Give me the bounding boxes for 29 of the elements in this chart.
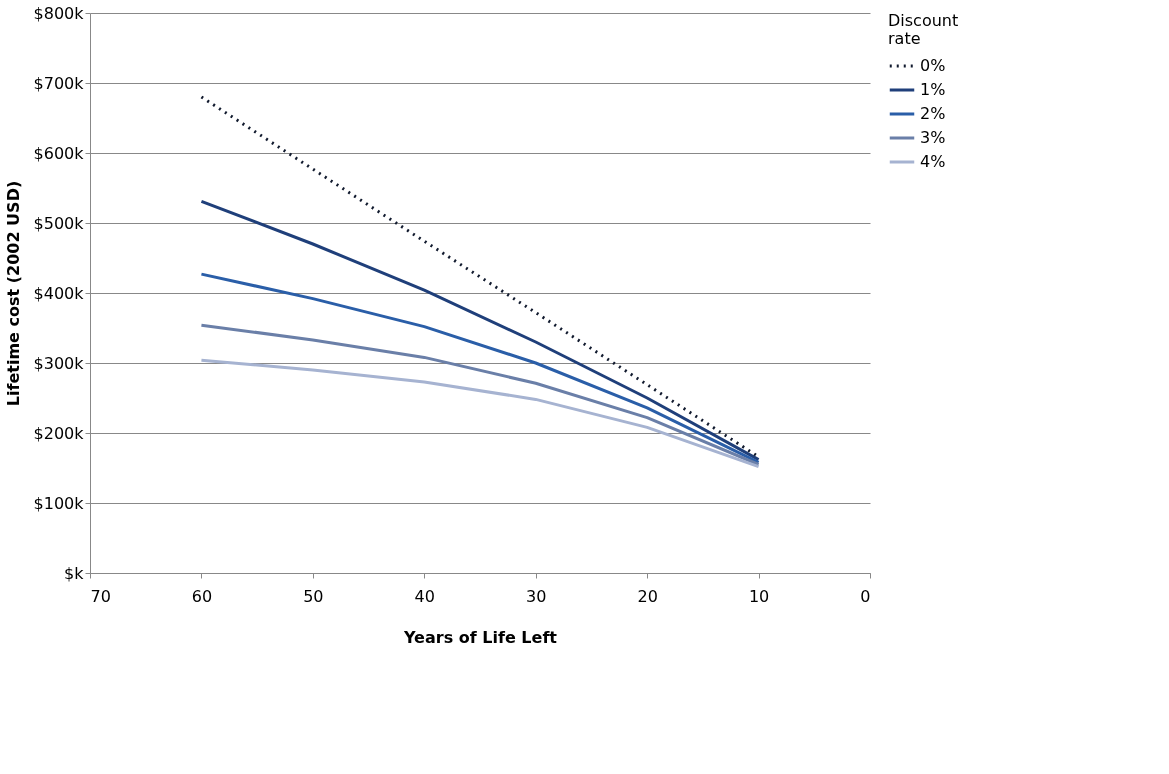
line-series bbox=[199, 323, 761, 466]
legend-label: 0% bbox=[920, 56, 946, 75]
y-tick-label: $k bbox=[64, 563, 85, 583]
y-tick-label: $800k bbox=[33, 3, 85, 23]
y-tick-label: $300k bbox=[33, 353, 85, 373]
x-tick-label: 20 bbox=[637, 586, 658, 606]
x-tick-label: 10 bbox=[748, 586, 770, 606]
y-tick-label: $100k bbox=[33, 493, 85, 513]
x-axis-title: Years of Life Left bbox=[403, 627, 558, 647]
x-tick-label: 60 bbox=[191, 586, 213, 606]
y-tick-label: $600k bbox=[33, 143, 85, 163]
y-tick-label: $500k bbox=[33, 213, 85, 233]
line-series bbox=[199, 199, 761, 462]
legend-title: Discount rate bbox=[888, 11, 959, 48]
legend-label: 1% bbox=[920, 80, 946, 99]
x-tick-label: 50 bbox=[303, 586, 324, 606]
legend-label: 3% bbox=[920, 128, 946, 147]
x-tick-label: 40 bbox=[414, 586, 435, 606]
y-axis-title: Lifetime cost (2002 USD) bbox=[3, 180, 23, 407]
y-tick-label: $200k bbox=[33, 423, 85, 443]
x-tick-label: 30 bbox=[526, 586, 547, 606]
y-tick-label: $400k bbox=[33, 283, 85, 303]
y-tick-label: $700k bbox=[33, 73, 85, 93]
line-series bbox=[199, 358, 761, 469]
x-tick-label: 0 bbox=[860, 586, 871, 606]
legend-label: 4% bbox=[920, 152, 946, 171]
x-tick-label: 70 bbox=[90, 586, 111, 606]
line-series bbox=[199, 272, 761, 464]
legend-label: 2% bbox=[920, 104, 946, 123]
